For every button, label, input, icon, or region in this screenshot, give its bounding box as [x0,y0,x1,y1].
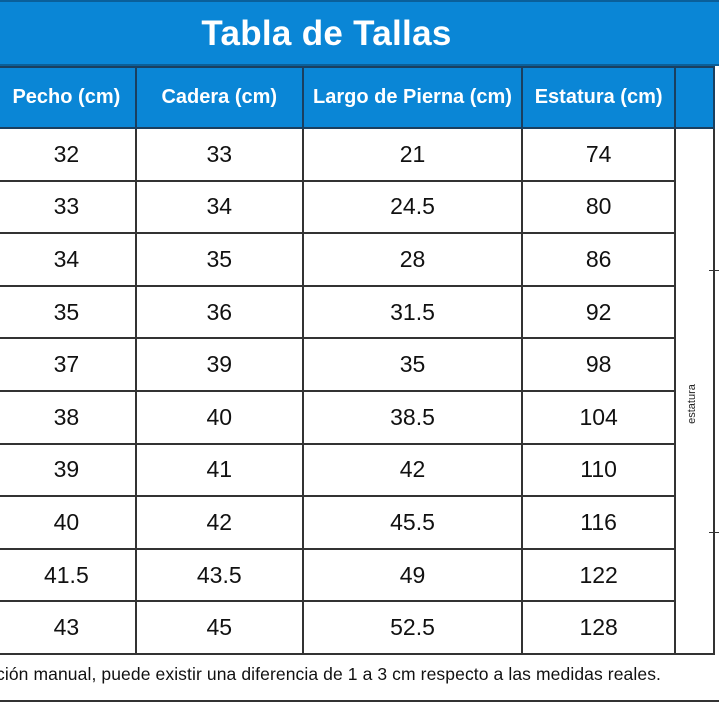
cell-pecho: 32 [0,127,137,182]
cell-cadera: 43.5 [134,547,304,603]
cell-pecho: 37 [0,337,137,392]
cell-pecho: 40 [0,495,137,550]
footnote: ción manual, puede existir una diferenci… [0,664,662,684]
table-row: 33 34 24.5 80 [0,179,714,235]
size-table: Pecho (cm) Cadera (cm) Largo de Pierna (… [0,66,715,655]
table-row: 43 45 52.5 128 [0,600,714,655]
cell-cadera: 35 [134,232,304,287]
cell-largo-pierna: 42 [301,442,524,498]
cell-estatura: 116 [521,495,677,550]
cell-largo-pierna: 31.5 [301,284,524,340]
cell-estatura: 92 [521,284,677,340]
column-header-estatura: Estatura (cm) [521,66,677,129]
table-row: 37 39 35 98 [0,337,714,392]
cell-estatura: 86 [521,232,677,287]
page-title: Tabla de Tallas [201,14,452,53]
cell-cadera: 45 [134,600,304,655]
cell-cadera: 36 [134,284,304,340]
table-row: 38 40 38.5 104 [0,389,714,445]
table-row: 40 42 45.5 116 [0,495,714,550]
height-ruler-top-cap [709,270,719,271]
cell-pecho: 35 [0,284,137,340]
height-ruler-line [713,270,714,532]
cell-largo-pierna: 49 [301,547,524,603]
cell-largo-pierna: 28 [301,232,524,287]
table-row: 35 36 31.5 92 [0,284,714,340]
table-row: 39 41 42 110 [0,442,714,498]
height-ruler-bottom-cap [709,532,719,533]
bottom-divider [0,700,719,702]
cell-estatura: 128 [521,600,677,655]
cell-estatura: 122 [521,547,677,603]
height-figure-label: estatura [686,384,698,424]
cell-estatura: 98 [521,337,677,392]
table-row: 32 33 21 74 [0,127,715,655]
cell-cadera: 40 [134,389,304,445]
cell-cadera: 34 [134,179,304,235]
column-header-largo-pierna: Largo de Pierna (cm) [301,66,524,129]
table-header-row: Pecho (cm) Cadera (cm) Largo de Pierna (… [0,66,715,129]
table-row: 34 35 28 86 [0,232,714,287]
column-header-cadera: Cadera (cm) [134,66,304,129]
cell-pecho: 34 [0,232,137,287]
cell-cadera: 33 [134,127,304,182]
cell-estatura: 80 [521,179,677,235]
cell-largo-pierna: 52.5 [301,600,524,655]
cell-pecho: 43 [0,600,137,655]
column-header-figure [674,66,715,129]
cell-pecho: 41.5 [0,547,137,603]
column-header-pecho: Pecho (cm) [0,66,137,129]
cell-estatura: 110 [521,442,677,498]
cell-cadera: 39 [134,337,304,392]
cell-largo-pierna: 45.5 [301,495,524,550]
cell-pecho: 38 [0,389,137,445]
table-row: 41.5 43.5 49 122 [0,547,714,603]
cell-cadera: 41 [134,442,304,498]
cell-largo-pierna: 24.5 [301,179,524,235]
cell-largo-pierna: 35 [301,337,524,392]
cell-estatura: 74 [521,127,677,182]
cell-pecho: 39 [0,442,137,498]
cell-cadera: 42 [134,495,304,550]
cell-pecho: 33 [0,179,137,235]
cell-largo-pierna: 38.5 [301,389,524,445]
title-bar: Tabla de Tallas [0,0,719,66]
cell-largo-pierna: 21 [301,127,524,182]
cell-estatura: 104 [521,389,677,445]
